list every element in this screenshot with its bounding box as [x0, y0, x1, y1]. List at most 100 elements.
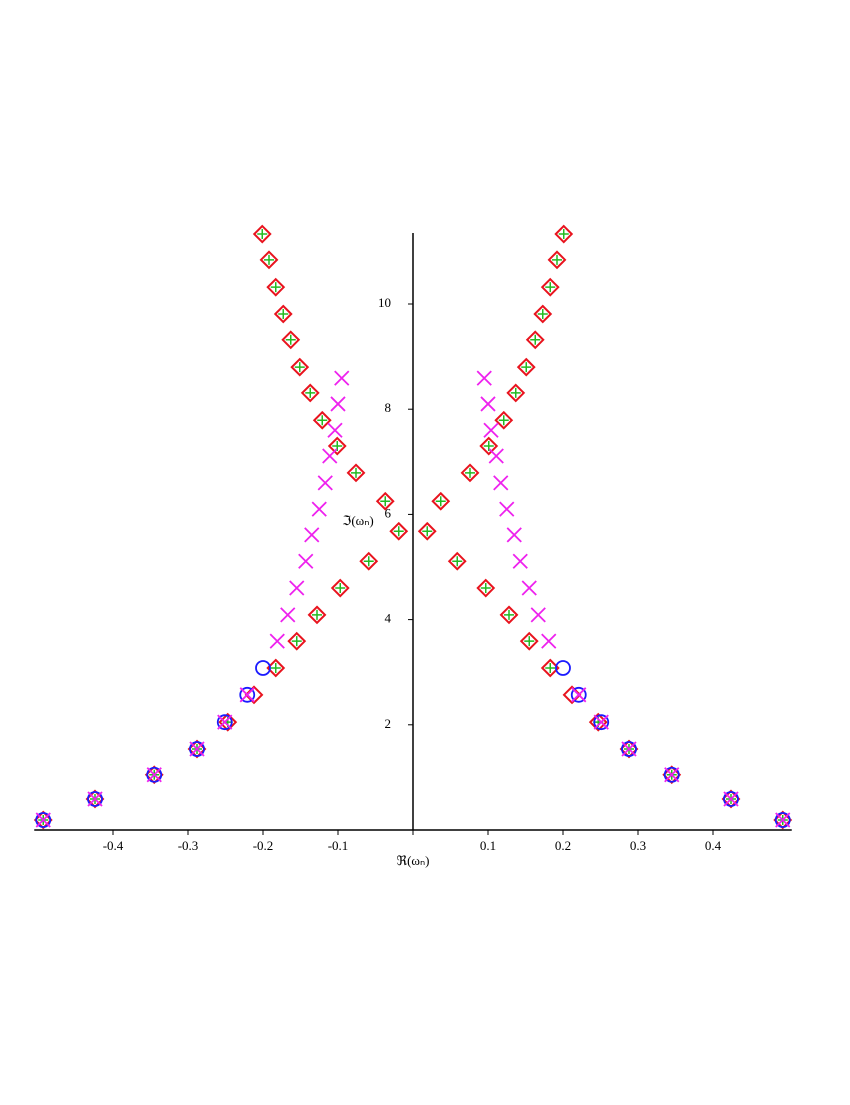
- circle-point: [555, 660, 571, 676]
- diamond-point: [506, 383, 526, 403]
- x-point: [483, 422, 499, 438]
- plus-point: [257, 229, 268, 240]
- circle-point: [774, 812, 791, 828]
- x-tick-label: 0.3: [630, 838, 646, 853]
- plus-point: [510, 387, 521, 398]
- x-point: [571, 687, 587, 703]
- plus-point: [465, 467, 475, 478]
- diamond-point: [431, 491, 451, 511]
- plus-point: [483, 441, 494, 452]
- diamond-point: [33, 810, 53, 830]
- x-point: [304, 527, 320, 543]
- plus-point: [452, 556, 463, 567]
- x-point: [289, 580, 305, 596]
- diamond-point: [417, 521, 437, 541]
- diamond-point: [476, 578, 496, 598]
- y-axis-label: ℑ(ωₙ): [342, 513, 373, 528]
- diamond-point: [479, 436, 499, 456]
- plus-point: [537, 309, 548, 320]
- plus-point: [422, 526, 433, 537]
- x-point: [327, 422, 343, 438]
- diamond-point: [773, 810, 793, 830]
- x-point: [330, 396, 346, 412]
- plus-point: [552, 254, 562, 265]
- x-point: [664, 767, 680, 783]
- x-point: [488, 448, 504, 464]
- diamond-point: [554, 224, 574, 244]
- circle-point: [239, 686, 256, 703]
- plus-point: [504, 609, 514, 620]
- x-point: [311, 501, 327, 517]
- x-point: [521, 580, 537, 596]
- circle-point: [570, 686, 587, 703]
- y-tick-label: 6: [385, 505, 392, 520]
- y-tick-label: 10: [378, 295, 391, 310]
- x-point: [621, 741, 637, 757]
- x-tick-label: 0.1: [480, 838, 496, 853]
- x-point: [334, 370, 350, 386]
- circle-point: [146, 766, 163, 783]
- x-point: [723, 791, 739, 807]
- x-point: [541, 633, 557, 649]
- diamond-point: [516, 357, 536, 377]
- plus-point: [558, 229, 569, 240]
- x-point: [506, 527, 522, 543]
- x-point: [512, 553, 528, 569]
- x-point: [35, 812, 51, 828]
- diamond-point: [375, 491, 395, 511]
- diamond-point: [300, 383, 320, 403]
- circle-point: [663, 766, 680, 783]
- plus-point: [312, 609, 322, 620]
- plus-point: [305, 387, 316, 398]
- circle-point: [216, 714, 233, 731]
- plus-point: [270, 662, 281, 673]
- diamond-point: [287, 631, 307, 651]
- diamond-point: [85, 789, 105, 809]
- plus-point: [264, 254, 274, 265]
- plus-point: [480, 583, 491, 594]
- x-tick-label: -0.2: [253, 838, 274, 853]
- diamond-point: [346, 463, 366, 483]
- diamond-point: [662, 765, 682, 785]
- plus-point: [545, 282, 556, 293]
- diamond-point: [519, 631, 539, 651]
- circle-point: [621, 741, 637, 757]
- x-point: [298, 553, 314, 569]
- plus-point: [285, 334, 296, 345]
- y-tick-label: 8: [385, 400, 392, 415]
- diamond-point: [252, 224, 272, 244]
- x-point: [269, 633, 285, 649]
- diamond-point: [494, 410, 514, 430]
- x-point: [322, 448, 338, 464]
- circle-point: [593, 714, 610, 731]
- plus-point: [380, 496, 391, 507]
- y-tick-label: 2: [385, 716, 392, 731]
- diamond-point: [259, 250, 279, 270]
- x-point: [189, 741, 205, 757]
- x-tick-label: -0.3: [178, 838, 199, 853]
- plus-point: [270, 282, 281, 293]
- diamond-point: [330, 578, 350, 598]
- plus-point: [435, 496, 446, 507]
- plus-point: [335, 583, 346, 594]
- x-point: [493, 475, 509, 491]
- x-point: [217, 714, 233, 730]
- x-point: [775, 812, 791, 828]
- diamond-point: [273, 304, 293, 324]
- circle-point: [255, 660, 271, 676]
- circle-point: [189, 741, 205, 757]
- diamond-point: [540, 277, 560, 297]
- plus-point: [351, 467, 361, 478]
- diamond-point: [266, 277, 286, 297]
- diamond-point: [619, 739, 639, 759]
- diamond-point: [499, 605, 519, 625]
- x-point: [480, 396, 496, 412]
- x-point: [476, 370, 492, 386]
- plus-point: [545, 662, 556, 673]
- diamond-point: [312, 410, 332, 430]
- x-point: [593, 714, 609, 730]
- plus-point: [332, 441, 343, 452]
- plus-point: [524, 636, 535, 647]
- plus-point: [317, 415, 328, 426]
- circle-point: [35, 812, 52, 828]
